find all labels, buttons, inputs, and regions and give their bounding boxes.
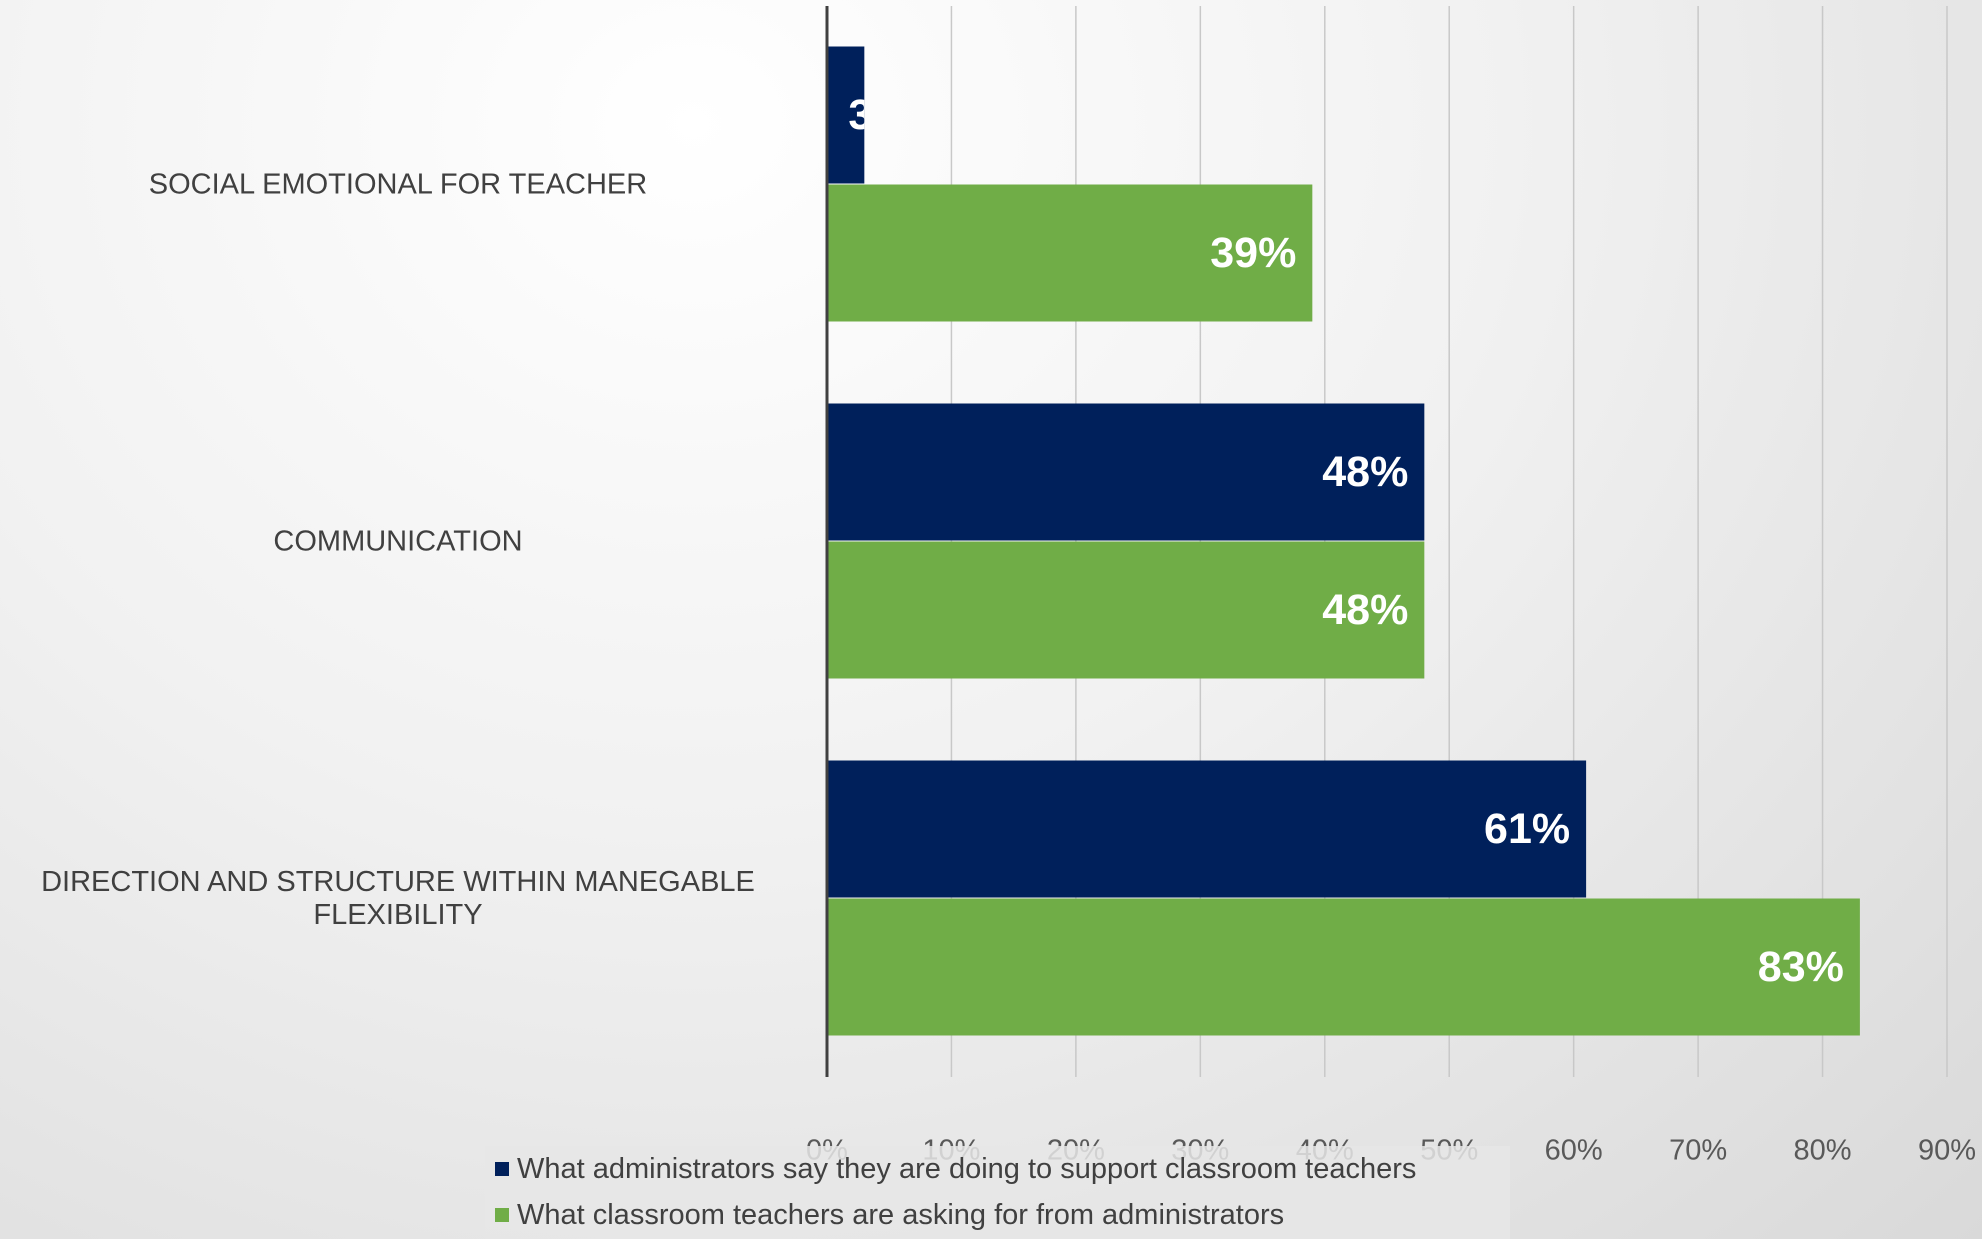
legend-swatch: [495, 1162, 509, 1176]
legend-label: What classroom teachers are asking for f…: [517, 1198, 1285, 1231]
category-text: DIRECTION AND STRUCTURE WITHIN MANEGABLE…: [41, 865, 755, 931]
legend-item: What classroom teachers are asking for f…: [485, 1192, 1510, 1238]
legend-swatch: [495, 1208, 509, 1222]
data-label: 39%: [1210, 229, 1296, 277]
data-label: 48%: [1322, 586, 1408, 634]
category-text: COMMUNICATION: [273, 525, 523, 557]
bar: [827, 760, 1587, 898]
bar: [827, 403, 1425, 541]
x-tick-label: 80%: [1794, 1135, 1852, 1167]
category-label: DIRECTION AND STRUCTURE WITHIN MANEGABLE…: [0, 866, 798, 932]
x-tick-label: 60%: [1545, 1135, 1603, 1167]
data-label: 3%: [848, 91, 910, 139]
category-label: SOCIAL EMOTIONAL FOR TEACHER: [0, 168, 798, 201]
legend-label: What administrators say they are doing t…: [517, 1152, 1417, 1185]
x-tick-label: 90%: [1918, 1135, 1976, 1167]
bar: [827, 541, 1425, 679]
bar: [827, 184, 1313, 322]
legend: What administrators say they are doing t…: [485, 1146, 1510, 1239]
bar: [827, 46, 865, 184]
data-label: 48%: [1322, 448, 1408, 496]
legend-item: What administrators say they are doing t…: [485, 1146, 1510, 1192]
category-label: COMMUNICATION: [0, 525, 798, 558]
data-label: 61%: [1484, 805, 1570, 853]
data-label: 83%: [1758, 943, 1844, 991]
category-text: SOCIAL EMOTIONAL FOR TEACHER: [148, 168, 648, 200]
bar: [827, 898, 1860, 1036]
x-tick-label: 70%: [1669, 1135, 1727, 1167]
